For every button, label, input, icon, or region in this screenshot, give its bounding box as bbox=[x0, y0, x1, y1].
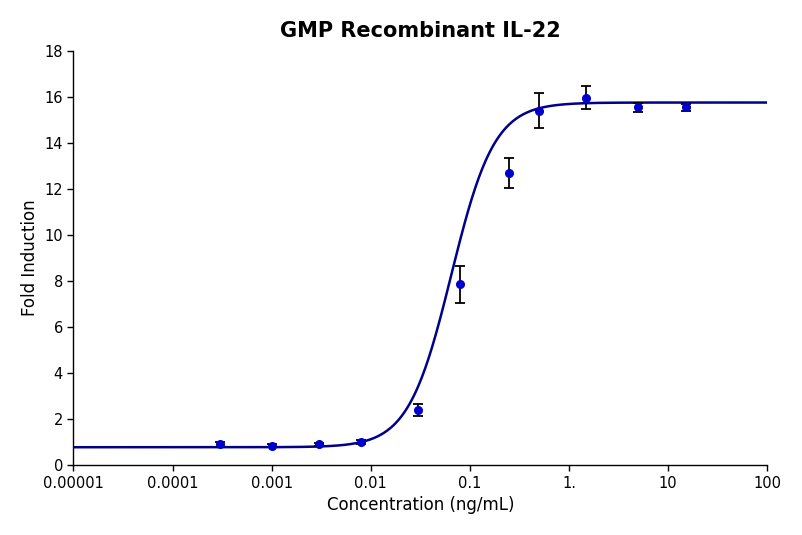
X-axis label: Concentration (ng/mL): Concentration (ng/mL) bbox=[326, 496, 514, 514]
Title: GMP Recombinant IL-22: GMP Recombinant IL-22 bbox=[280, 21, 561, 41]
Y-axis label: Fold Induction: Fold Induction bbox=[21, 200, 38, 316]
